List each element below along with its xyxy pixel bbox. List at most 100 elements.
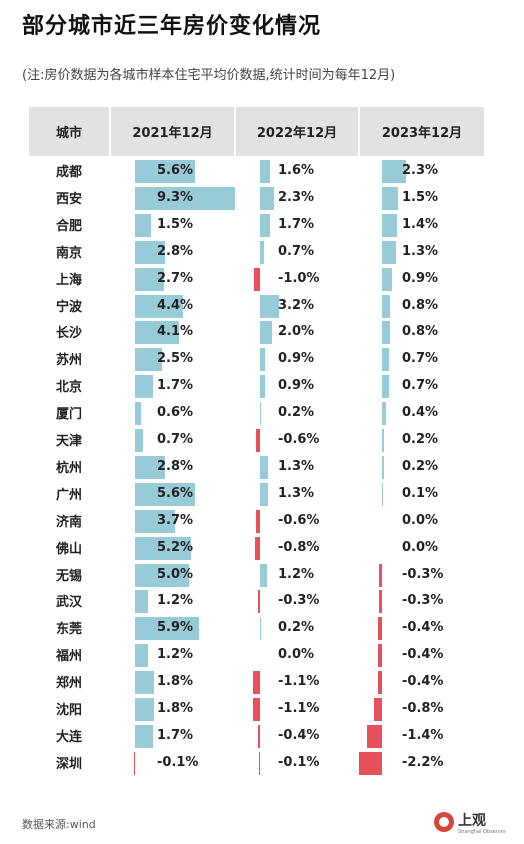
- table-header: 城市 2021年12月 2022年12月 2023年12月: [29, 107, 484, 156]
- table-row: 武汉 1.2% -0.3% -0.3%: [0, 587, 524, 614]
- value-label-2022: 0.2%: [278, 620, 315, 636]
- city-label: 郑州: [55, 676, 82, 692]
- bar-2021: [135, 671, 155, 695]
- table-row: 杭州 2.8% 1.3% 0.2%: [0, 453, 524, 480]
- city-label: 武汉: [55, 595, 82, 611]
- bar-2022: [256, 429, 260, 452]
- bar-2023: [382, 321, 391, 345]
- bar-2023: [382, 429, 385, 452]
- bar-2021: [135, 644, 148, 668]
- value-label-2023: 0.1%: [402, 485, 439, 501]
- table-row: 东莞 5.9% 0.2% -0.4%: [0, 614, 524, 641]
- bar-2022: [257, 724, 260, 748]
- table-row: 西安 9.3% 2.3% 1.5%: [0, 184, 524, 211]
- value-label-2021: 2.8%: [157, 243, 194, 259]
- city-label: 天津: [55, 434, 82, 449]
- bar-2023: [377, 617, 382, 641]
- bar-2021: [135, 348, 162, 372]
- bar-2021: [135, 267, 165, 291]
- value-label-2023: 2.3%: [402, 163, 439, 178]
- table-row: 合肥 1.5% 1.7% 1.4%: [0, 211, 524, 238]
- bar-2023: [382, 294, 391, 318]
- bar-2023: [382, 375, 390, 399]
- value-label-2022: -1.1%: [278, 701, 320, 716]
- value-label-2022: -0.6%: [278, 432, 320, 447]
- city-label: 沈阳: [55, 703, 82, 718]
- value-label-2022: 0.9%: [278, 378, 315, 394]
- value-label-2021: 1.7%: [157, 378, 194, 394]
- table-row: 上海 2.7% -1.0% 0.9%: [0, 265, 524, 292]
- bar-2023: [382, 348, 390, 372]
- bar-2022: [260, 160, 270, 183]
- bar-2022: [260, 348, 266, 372]
- value-label-2021: 0.6%: [157, 405, 194, 421]
- bar-2021: [135, 321, 180, 345]
- bar-2023: [382, 213, 397, 237]
- value-label-2023: -0.4%: [402, 620, 444, 636]
- table-row: 大连 1.7% -0.4% -1.4%: [0, 722, 524, 749]
- bar-2021: [135, 563, 189, 587]
- value-label-2023: 0.2%: [402, 458, 439, 474]
- city-label: 厦门: [55, 407, 82, 423]
- bar-2022: [254, 267, 260, 291]
- bar-2022: [260, 240, 265, 264]
- table-row: 济南 3.7% -0.6% 0.0%: [0, 507, 524, 534]
- bar-2022: [253, 671, 260, 695]
- table-row: 苏州 2.5% 0.9% 0.7%: [0, 345, 524, 372]
- value-label-2021: 2.8%: [157, 458, 194, 474]
- value-label-2022: 1.7%: [278, 216, 315, 232]
- city-label: 上海: [55, 272, 82, 288]
- logo-subtext: Shanghai Observer: [458, 829, 506, 835]
- table-row: 广州 5.6% 1.3% 0.1%: [0, 480, 524, 507]
- bar-2021: [135, 455, 166, 479]
- bar-2021: [135, 160, 196, 183]
- city-label: 福州: [55, 649, 82, 665]
- value-label-2023: -0.3%: [402, 566, 444, 582]
- city-label: 宁波: [55, 299, 82, 315]
- value-label-2022: 1.3%: [278, 458, 315, 474]
- value-label-2021: 5.2%: [157, 539, 194, 555]
- bar-2021: [135, 698, 155, 721]
- value-label-2023: 0.4%: [402, 405, 439, 421]
- table-row: 南京 2.8% 0.7% 1.3%: [0, 238, 524, 265]
- value-label-2022: 3.2%: [278, 297, 315, 313]
- header-city: 城市: [29, 107, 109, 156]
- bar-2022: [258, 590, 260, 614]
- shanghai-observer-logo: 上观 Shanghai Observer: [434, 810, 506, 838]
- value-label-2022: 2.3%: [278, 189, 315, 205]
- chart-title: 部分城市近三年房价变化情况: [22, 14, 322, 39]
- bar-2021: [135, 590, 148, 614]
- bar-2023: [382, 240, 396, 264]
- bar-2023: [382, 455, 385, 479]
- bar-2023: [377, 644, 382, 668]
- value-label-2023: -0.3%: [402, 593, 444, 609]
- bar-2022: [260, 321, 272, 345]
- city-label: 东莞: [55, 622, 82, 638]
- value-label-2023: 0.0%: [402, 512, 439, 528]
- value-label-2023: -0.8%: [402, 701, 444, 716]
- bar-2021: [133, 751, 135, 775]
- header-col-2021: 2021年12月: [111, 107, 234, 156]
- value-label-2021: 9.3%: [157, 189, 194, 205]
- bar-2022: [260, 186, 274, 210]
- bar-2023: [377, 671, 382, 695]
- value-label-2021: 1.8%: [157, 674, 194, 690]
- table-row: 宁波 4.4% 3.2% 0.8%: [0, 292, 524, 319]
- value-label-2021: 3.7%: [157, 512, 194, 528]
- value-label-2023: 1.5%: [402, 189, 439, 205]
- value-label-2023: 0.2%: [402, 432, 439, 447]
- value-label-2022: 0.0%: [278, 647, 315, 663]
- table-row: 天津 0.7% -0.6% 0.2%: [0, 426, 524, 453]
- value-label-2021: 2.5%: [157, 351, 194, 367]
- value-label-2022: 0.2%: [278, 405, 315, 421]
- bar-2023: [382, 267, 392, 291]
- bar-2023: [378, 590, 382, 614]
- bar-2021: [135, 482, 196, 506]
- value-label-2023: 1.4%: [402, 216, 439, 232]
- bar-2023: [382, 482, 384, 506]
- value-label-2021: 2.7%: [157, 270, 194, 286]
- city-label: 北京: [55, 380, 82, 396]
- table-row: 深圳 -0.1% -0.1% -2.2%: [0, 749, 524, 776]
- value-label-2021: 0.7%: [157, 432, 194, 447]
- bar-2022: [260, 563, 268, 587]
